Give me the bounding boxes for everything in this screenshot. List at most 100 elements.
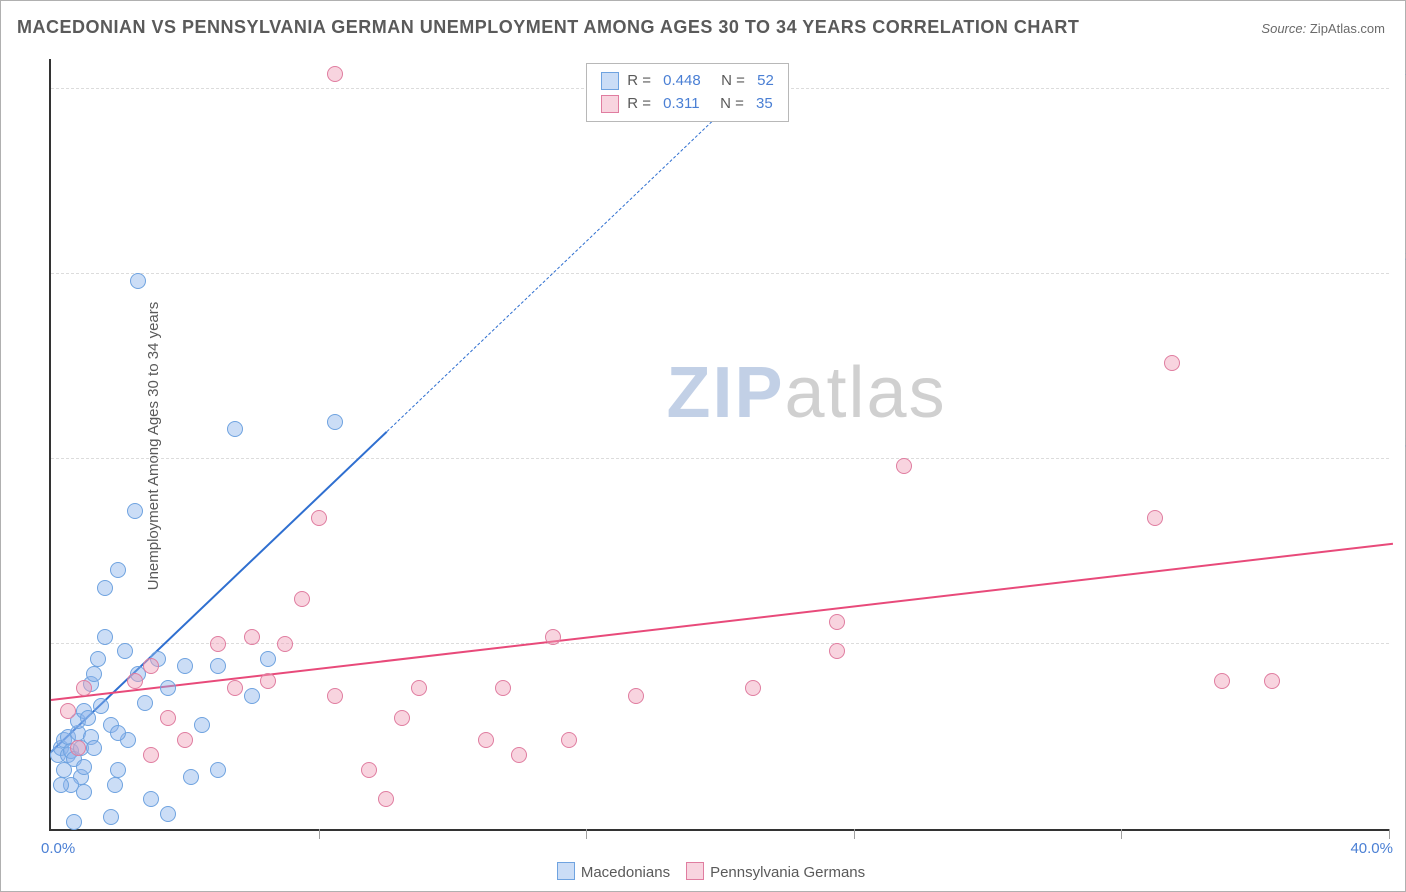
- data-point-pennsylvania-germans: [411, 680, 427, 696]
- data-point-pennsylvania-germans: [70, 740, 86, 756]
- data-point-pennsylvania-germans: [210, 636, 226, 652]
- legend-label-pennsylvania-germans: Pennsylvania Germans: [710, 864, 865, 881]
- data-point-pennsylvania-germans: [311, 510, 327, 526]
- data-point-pennsylvania-germans: [160, 710, 176, 726]
- x-origin-label: 0.0%: [41, 840, 75, 857]
- data-point-macedonians: [80, 710, 96, 726]
- data-point-pennsylvania-germans: [361, 762, 377, 778]
- data-point-macedonians: [130, 273, 146, 289]
- data-point-pennsylvania-germans: [561, 732, 577, 748]
- x-tick: [1389, 829, 1390, 839]
- data-point-macedonians: [210, 762, 226, 778]
- data-point-pennsylvania-germans: [394, 710, 410, 726]
- info-n-label: N =: [709, 70, 749, 93]
- data-point-macedonians: [183, 769, 199, 785]
- data-point-macedonians: [53, 777, 69, 793]
- data-point-macedonians: [260, 651, 276, 667]
- x-max-label: 40.0%: [1350, 840, 1393, 857]
- data-point-pennsylvania-germans: [545, 629, 561, 645]
- y-tick-label: 12.5%: [1393, 618, 1406, 635]
- data-point-pennsylvania-germans: [277, 636, 293, 652]
- watermark: ZIPatlas: [666, 352, 946, 434]
- source-value: ZipAtlas.com: [1310, 21, 1385, 36]
- data-point-macedonians: [160, 806, 176, 822]
- grid-line: [51, 273, 1389, 274]
- data-point-macedonians: [76, 759, 92, 775]
- legend-swatch-pennsylvania-germans: [686, 862, 704, 880]
- data-point-pennsylvania-germans: [143, 658, 159, 674]
- data-point-pennsylvania-germans: [478, 732, 494, 748]
- data-point-macedonians: [56, 762, 72, 778]
- data-point-pennsylvania-germans: [495, 680, 511, 696]
- source-attribution: Source: ZipAtlas.com: [1261, 21, 1385, 36]
- data-point-macedonians: [244, 688, 260, 704]
- plot-area: ZIPatlas 0.0% 40.0% 12.5%25.0%37.5%50.0%…: [49, 59, 1389, 831]
- data-point-pennsylvania-germans: [76, 680, 92, 696]
- data-point-pennsylvania-germans: [177, 732, 193, 748]
- data-point-pennsylvania-germans: [829, 614, 845, 630]
- data-point-pennsylvania-germans: [327, 66, 343, 82]
- data-point-macedonians: [97, 580, 113, 596]
- data-point-macedonians: [210, 658, 226, 674]
- data-point-pennsylvania-germans: [143, 747, 159, 763]
- data-point-pennsylvania-germans: [1214, 673, 1230, 689]
- data-point-macedonians: [107, 777, 123, 793]
- data-point-macedonians: [86, 740, 102, 756]
- data-point-macedonians: [327, 414, 343, 430]
- data-point-pennsylvania-germans: [1147, 510, 1163, 526]
- y-tick-label: 50.0%: [1393, 63, 1406, 80]
- bottom-legend: Macedonians Pennsylvania Germans: [1, 862, 1405, 881]
- data-point-pennsylvania-germans: [60, 703, 76, 719]
- watermark-zip: ZIP: [666, 353, 784, 433]
- x-tick: [586, 829, 587, 839]
- data-point-macedonians: [103, 809, 119, 825]
- info-row-pennsylvania-germans: R = 0.311 N = 35: [601, 93, 774, 116]
- data-point-pennsylvania-germans: [829, 643, 845, 659]
- legend-swatch-macedonians: [557, 862, 575, 880]
- watermark-atlas: atlas: [784, 353, 946, 433]
- legend-label-macedonians: Macedonians: [581, 864, 670, 881]
- data-point-macedonians: [97, 629, 113, 645]
- data-point-macedonians: [160, 680, 176, 696]
- data-point-pennsylvania-germans: [127, 673, 143, 689]
- data-point-pennsylvania-germans: [227, 680, 243, 696]
- grid-line: [51, 458, 1389, 459]
- data-point-macedonians: [177, 658, 193, 674]
- info-r-label: R =: [627, 93, 655, 116]
- data-point-macedonians: [86, 666, 102, 682]
- data-point-macedonians: [110, 562, 126, 578]
- data-point-pennsylvania-germans: [294, 591, 310, 607]
- info-swatch: [601, 72, 619, 90]
- info-r-value: 0.311: [663, 93, 699, 116]
- data-point-macedonians: [227, 421, 243, 437]
- data-point-pennsylvania-germans: [628, 688, 644, 704]
- data-point-pennsylvania-germans: [896, 458, 912, 474]
- chart-title: MACEDONIAN VS PENNSYLVANIA GERMAN UNEMPL…: [17, 17, 1079, 38]
- trend-line: [51, 543, 1393, 701]
- info-n-label: N =: [708, 93, 748, 116]
- data-point-macedonians: [143, 791, 159, 807]
- data-point-macedonians: [117, 643, 133, 659]
- data-point-macedonians: [127, 503, 143, 519]
- data-point-macedonians: [110, 762, 126, 778]
- data-point-macedonians: [137, 695, 153, 711]
- data-point-pennsylvania-germans: [244, 629, 260, 645]
- data-point-macedonians: [90, 651, 106, 667]
- info-r-label: R =: [627, 70, 655, 93]
- y-tick-label: 37.5%: [1393, 248, 1406, 265]
- data-point-pennsylvania-germans: [1164, 355, 1180, 371]
- info-n-value: 35: [756, 93, 773, 116]
- data-point-pennsylvania-germans: [1264, 673, 1280, 689]
- data-point-macedonians: [93, 698, 109, 714]
- info-swatch: [601, 95, 619, 113]
- data-point-macedonians: [66, 814, 82, 830]
- y-tick-label: 25.0%: [1393, 433, 1406, 450]
- data-point-macedonians: [110, 725, 126, 741]
- x-tick: [319, 829, 320, 839]
- x-tick: [1121, 829, 1122, 839]
- data-point-pennsylvania-germans: [378, 791, 394, 807]
- chart-container: MACEDONIAN VS PENNSYLVANIA GERMAN UNEMPL…: [0, 0, 1406, 892]
- data-point-pennsylvania-germans: [327, 688, 343, 704]
- data-point-macedonians: [194, 717, 210, 733]
- correlation-info-box: R = 0.448 N = 52R = 0.311 N = 35: [586, 63, 789, 122]
